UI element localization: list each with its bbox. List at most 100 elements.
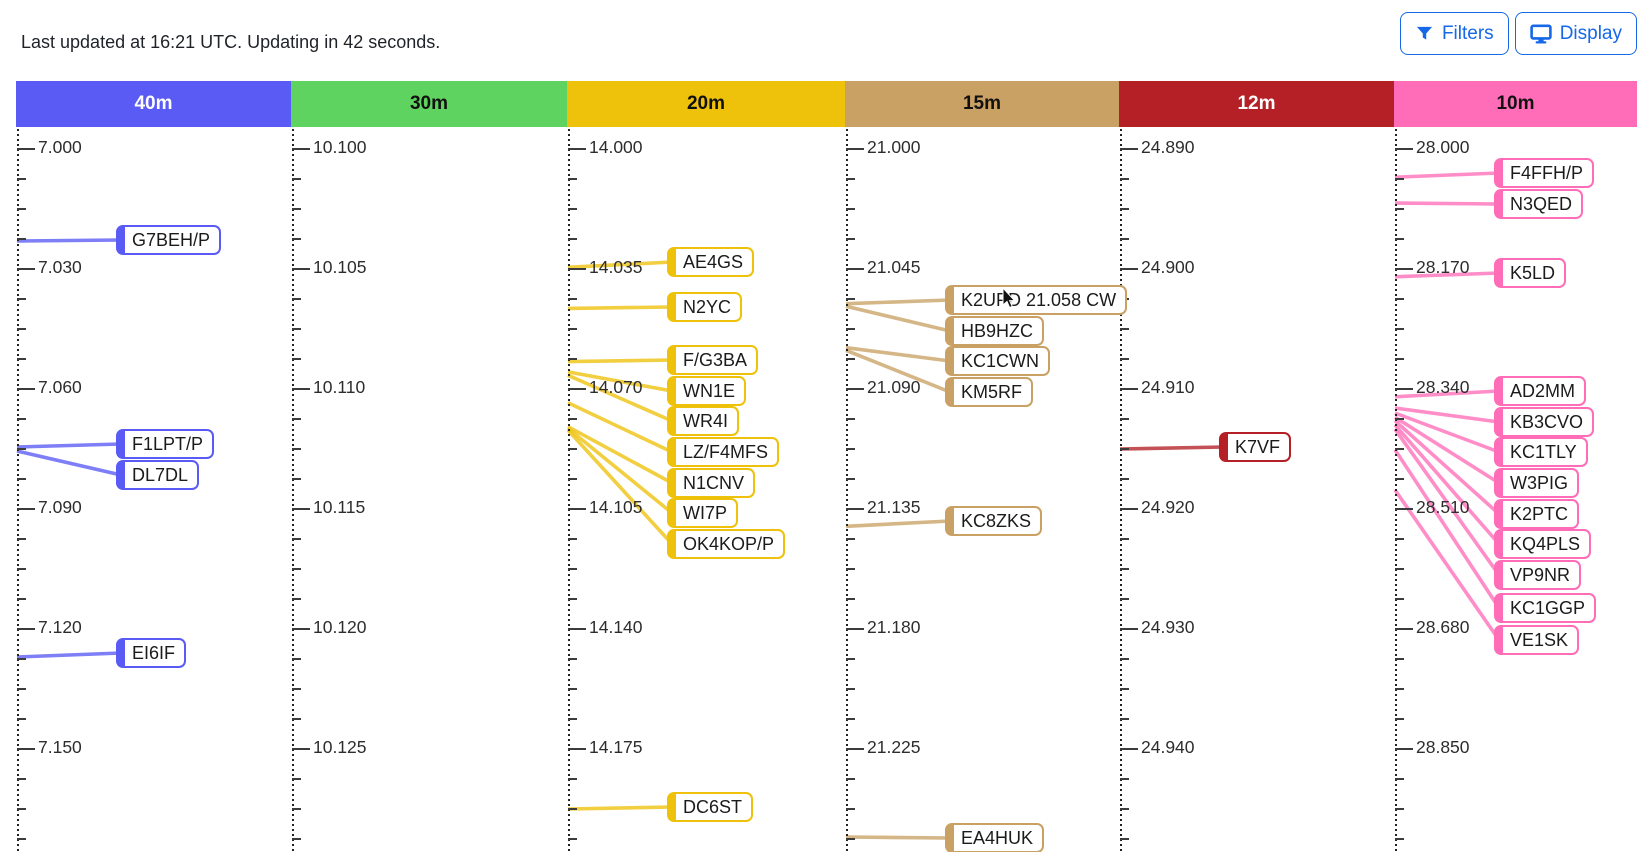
tick-label: 24.910: [1141, 377, 1195, 397]
minor-tick: [568, 358, 577, 360]
tick-label: 24.940: [1141, 737, 1195, 757]
spot-K2PTC[interactable]: K2PTC: [1494, 499, 1580, 529]
minor-tick: [1395, 298, 1404, 300]
frequency-ruler-10m: [1395, 129, 1397, 852]
minor-tick: [568, 778, 577, 780]
display-monitor-icon: [1529, 23, 1552, 44]
minor-tick: [292, 238, 301, 240]
minor-tick: [568, 208, 577, 210]
minor-tick: [17, 478, 26, 480]
spot-N3QED[interactable]: N3QED: [1494, 189, 1584, 219]
minor-tick: [17, 298, 26, 300]
minor-tick: [846, 448, 855, 450]
spot-KC1CWN[interactable]: KC1CWN: [945, 346, 1051, 376]
spot-HB9HZC[interactable]: HB9HZC: [945, 316, 1045, 346]
spot-line-KC1TLY: [1394, 411, 1500, 454]
minor-tick: [568, 598, 577, 600]
spot-VE1SK[interactable]: VE1SK: [1494, 625, 1580, 655]
tick-label: 21.180: [867, 617, 921, 637]
tick-label: 24.920: [1141, 497, 1195, 517]
spot-OK4KOP/P[interactable]: OK4KOP/P: [667, 529, 786, 559]
minor-tick: [846, 478, 855, 480]
minor-tick: [1395, 238, 1404, 240]
display-button[interactable]: Display: [1514, 12, 1637, 55]
spot-G7BEH/P[interactable]: G7BEH/P: [116, 225, 222, 255]
spot-line-N2YC: [567, 305, 673, 311]
minor-tick: [292, 538, 301, 540]
minor-tick: [568, 238, 577, 240]
minor-tick: [846, 538, 855, 540]
spot-WN1E[interactable]: WN1E: [667, 376, 747, 406]
spot-K2UPD[interactable]: K2UPD 21.058 CW: [945, 285, 1128, 315]
minor-tick: [846, 238, 855, 240]
major-tick: [292, 748, 310, 750]
major-tick: [1120, 748, 1138, 750]
minor-tick: [846, 298, 855, 300]
minor-tick: [1120, 808, 1129, 810]
minor-tick: [1120, 838, 1129, 840]
spot-AE4GS[interactable]: AE4GS: [667, 247, 755, 277]
spot-EI6IF[interactable]: EI6IF: [116, 638, 187, 668]
spot-LZ/F4MFS[interactable]: LZ/F4MFS: [667, 437, 780, 467]
spot-DC6ST[interactable]: DC6ST: [667, 792, 754, 822]
minor-tick: [846, 598, 855, 600]
tick-label: 10.110: [313, 377, 366, 397]
minor-tick: [292, 568, 301, 570]
filters-button[interactable]: Filters: [1399, 12, 1509, 55]
major-tick: [1120, 268, 1138, 270]
spot-K5LD[interactable]: K5LD: [1494, 258, 1567, 288]
spot-KC1GGP[interactable]: KC1GGP: [1494, 593, 1597, 623]
spot-W3PIG[interactable]: W3PIG: [1494, 468, 1580, 498]
band-header-12m: 12m: [1119, 81, 1394, 127]
major-tick: [846, 508, 864, 510]
minor-tick: [1120, 328, 1129, 330]
spot-N2YC[interactable]: N2YC: [667, 292, 743, 322]
minor-tick: [568, 178, 577, 180]
spot-KQ4PLS[interactable]: KQ4PLS: [1494, 529, 1592, 559]
major-tick: [17, 388, 35, 390]
spot-F/G3BA[interactable]: F/G3BA: [667, 345, 759, 375]
spot-EA4HUK[interactable]: EA4HUK: [945, 823, 1045, 852]
major-tick: [846, 388, 864, 390]
minor-tick: [846, 718, 855, 720]
minor-tick: [292, 688, 301, 690]
minor-tick: [1120, 358, 1129, 360]
tick-label: 28.680: [1416, 617, 1470, 637]
spot-K7VF[interactable]: K7VF: [1219, 432, 1292, 462]
minor-tick: [568, 298, 577, 300]
spot-line-K2UPD: [845, 298, 951, 306]
spot-N1CNV[interactable]: N1CNV: [667, 468, 756, 498]
major-tick: [292, 388, 310, 390]
spot-F4FFH/P[interactable]: F4FFH/P: [1494, 158, 1595, 188]
tick-label: 28.510: [1416, 497, 1470, 517]
spot-line-G7BEH/P: [16, 238, 122, 243]
major-tick: [17, 628, 35, 630]
spot-KC8ZKS[interactable]: KC8ZKS: [945, 506, 1043, 536]
minor-tick: [1120, 688, 1129, 690]
tick-label: 7.150: [38, 737, 82, 757]
mouse-cursor: [1002, 288, 1016, 309]
tick-label: 28.000: [1416, 137, 1470, 157]
spot-F1LPT/P[interactable]: F1LPT/P: [116, 429, 215, 459]
spot-AD2MM[interactable]: AD2MM: [1494, 376, 1587, 406]
spot-WI7P[interactable]: WI7P: [667, 498, 739, 528]
spot-DL7DL[interactable]: DL7DL: [116, 460, 200, 490]
spot-WR4I[interactable]: WR4I: [667, 406, 739, 436]
major-tick: [1395, 508, 1413, 510]
minor-tick: [568, 448, 577, 450]
minor-tick: [292, 208, 301, 210]
minor-tick: [846, 178, 855, 180]
major-tick: [17, 268, 35, 270]
tick-label: 21.000: [867, 137, 921, 157]
spot-VP9NR[interactable]: VP9NR: [1494, 560, 1582, 590]
spot-line-EI6IF: [16, 651, 122, 659]
spot-KC1TLY[interactable]: KC1TLY: [1494, 437, 1588, 467]
frequency-ruler-15m: [846, 129, 848, 852]
spot-KB3CVO[interactable]: KB3CVO: [1494, 407, 1595, 437]
minor-tick: [17, 688, 26, 690]
minor-tick: [17, 598, 26, 600]
spot-KM5RF[interactable]: KM5RF: [945, 377, 1034, 407]
major-tick: [568, 628, 586, 630]
tick-label: 28.850: [1416, 737, 1470, 757]
